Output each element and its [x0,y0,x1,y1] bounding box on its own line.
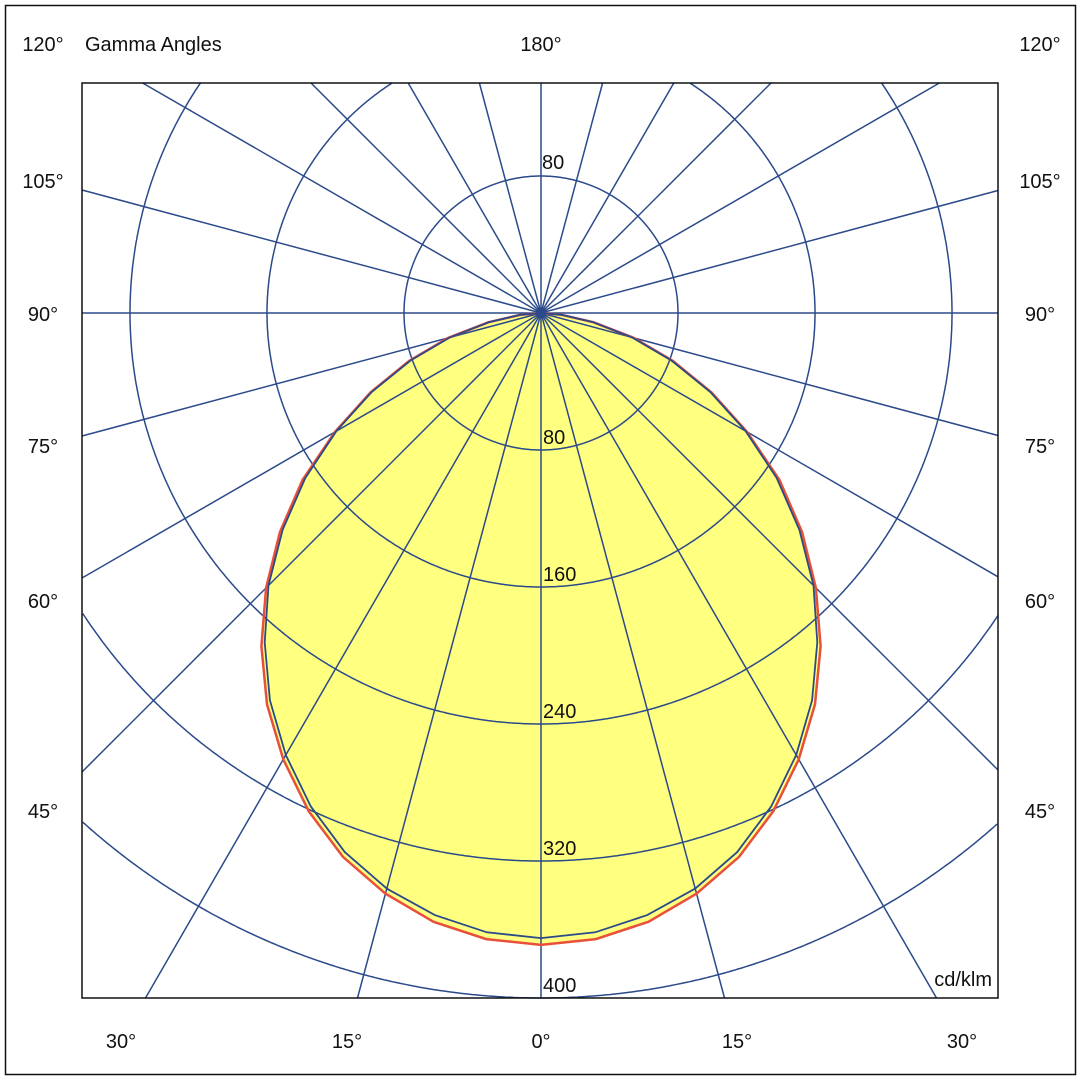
left-angle-label: 90° [28,304,58,326]
bottom-angle-label: 30° [106,1031,136,1053]
radial-line-150 [144,82,675,999]
radial-line-15 [478,82,726,999]
radial-tick-label: 80 [543,427,565,449]
grid-ring-240 [129,82,953,725]
radial-line-120 [81,82,940,579]
radial-tick-label: 400 [543,975,576,997]
left-angle-label: 60° [28,591,58,613]
radial-tick-label: 160 [543,564,576,586]
grid-ring-320 [82,613,999,862]
unit-label: cd/klm [934,969,992,991]
right-angle-label: 45° [1025,801,1055,823]
right-angle-label: 120° [1019,34,1060,56]
bottom-angle-label: 15° [332,1031,362,1053]
bottom-angle-label: 15° [722,1031,752,1053]
radial-tick-label: 320 [543,838,576,860]
radial-line-165 [356,82,604,999]
top-angle-label: 180° [520,34,561,56]
plot-frame [81,82,999,999]
bottom-angle-label: 30° [947,1031,977,1053]
radial-tick-label: 240 [543,701,576,723]
grid-ring-160 [266,82,816,588]
radial-line-30 [407,82,938,999]
radial-line-135 [81,82,772,773]
bottom-angle-label: 0° [531,1031,550,1053]
radial-line-60 [142,82,999,578]
right-angle-label: 60° [1025,591,1055,613]
left-angle-label: 75° [28,436,58,458]
left-angle-label: 45° [28,801,58,823]
left-angle-label: 105° [22,171,63,193]
radial-line-45 [310,82,999,771]
right-angle-label: 75° [1025,436,1055,458]
chart-title: Gamma Angles [85,34,222,56]
right-angle-label: 90° [1025,304,1055,326]
center-point [536,308,546,318]
upper-radial-tick-label: 80 [542,152,564,174]
right-angle-label: 105° [1019,171,1060,193]
left-angle-label: 120° [22,34,63,56]
